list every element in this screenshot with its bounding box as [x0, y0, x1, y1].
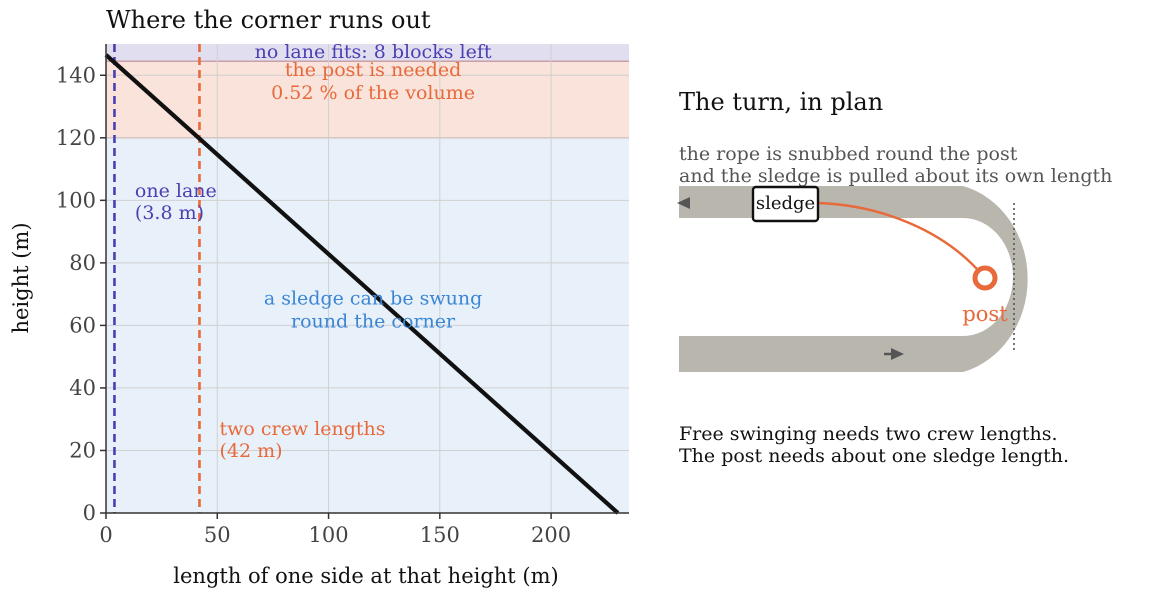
plan-diagram: The turn, in plan the rope is snubbed ro… [677, 88, 1112, 467]
arrow-left-icon [677, 197, 690, 209]
vline-label: one lane [135, 180, 217, 202]
x-tick-label: 50 [204, 523, 231, 547]
y-axis-label: height (m) [9, 222, 33, 333]
chart: Where the corner runs out 0 50 100 150 200 0… [9, 6, 629, 588]
series-line [104, 53, 620, 515]
x-tick-label: 0 [99, 523, 112, 547]
post-label: post [962, 302, 1008, 326]
band-2 [106, 44, 629, 62]
band-label: 0.52 % of the volume [271, 82, 475, 104]
band-label: the post is needed [285, 59, 461, 81]
x-axis-label: length of one side at that height (m) [173, 564, 558, 588]
plan-caption-line-1: Free swinging needs two crew lengths. [679, 423, 1058, 445]
y-tick-label: 100 [56, 188, 96, 212]
band-label: round the corner [291, 310, 456, 332]
x-tick-label: 200 [531, 523, 571, 547]
x-tick-label: 100 [309, 523, 349, 547]
plan-subtitle-line-2: and the sledge is pulled about its own l… [679, 165, 1112, 187]
y-tick-label: 40 [69, 376, 96, 400]
y-tick-label: 20 [69, 438, 96, 462]
plan-title: The turn, in plan [679, 88, 883, 116]
chart-title: Where the corner runs out [106, 6, 431, 34]
plan-subtitle-line-1: the rope is snubbed round the post [679, 143, 1018, 165]
x-ticks: 0 50 100 150 200 [99, 513, 571, 547]
vline-label: (42 m) [220, 440, 283, 462]
chart-bands [106, 44, 629, 514]
plan-caption-line-2: The post needs about one sledge length. [679, 445, 1069, 467]
vline-label: (3.8 m) [135, 202, 204, 224]
rope [817, 201, 985, 278]
band-1 [106, 61, 629, 138]
y-tick-label: 120 [56, 126, 96, 150]
vline-label: two crew lengths [220, 418, 386, 440]
band-label: a sledge can be swung [264, 287, 482, 309]
y-tick-label: 0 [83, 501, 96, 525]
band-label: no lane fits: 8 blocks left [255, 41, 492, 63]
post-icon [972, 265, 998, 291]
chart-reference-lines [113, 44, 201, 513]
arrow-right-icon [891, 348, 904, 360]
y-tick-label: 80 [69, 251, 96, 275]
sledge [751, 185, 820, 223]
y-tick-label: 140 [56, 63, 96, 87]
track [679, 186, 1028, 372]
x-tick-label: 150 [420, 523, 460, 547]
y-tick-label: 60 [69, 313, 96, 337]
chart-series [104, 53, 620, 515]
y-ticks: 0 20 40 60 80 100 120 140 [56, 63, 106, 525]
chart-axes [105, 44, 629, 514]
sledge-label: sledge [756, 193, 815, 214]
